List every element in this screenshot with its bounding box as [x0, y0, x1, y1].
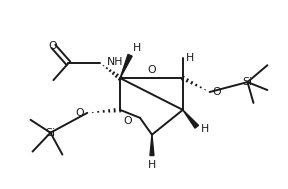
Text: O: O — [213, 87, 221, 97]
Text: NH: NH — [107, 57, 124, 67]
Text: Si: Si — [242, 77, 253, 87]
Text: Si: Si — [46, 128, 56, 138]
Text: O: O — [148, 65, 156, 75]
Text: H: H — [133, 43, 141, 53]
Text: O: O — [124, 116, 132, 126]
Text: H: H — [186, 53, 194, 63]
Text: O: O — [76, 108, 84, 118]
Polygon shape — [120, 54, 132, 78]
Text: O: O — [48, 41, 57, 51]
Polygon shape — [150, 135, 154, 156]
Polygon shape — [183, 110, 198, 128]
Text: H: H — [148, 160, 156, 170]
Text: H: H — [201, 124, 209, 134]
